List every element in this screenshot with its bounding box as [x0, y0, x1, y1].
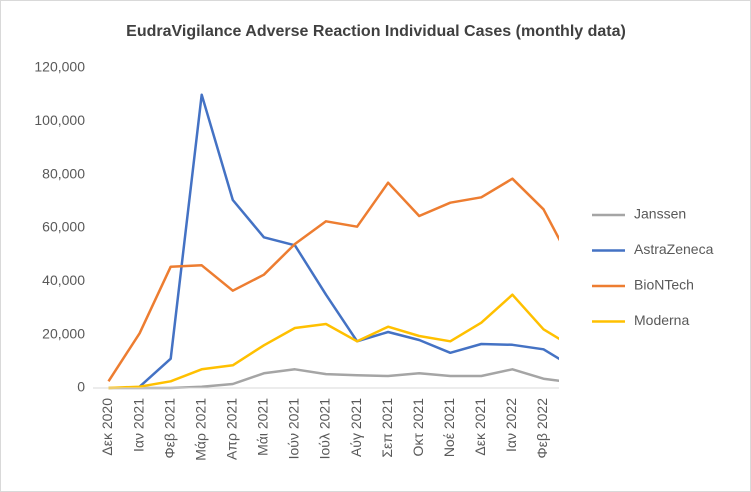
x-tick-label: Ιούλ 2021: [317, 398, 333, 460]
y-tick-label: 80,000: [42, 165, 85, 181]
x-tick-label: Οκτ 2021: [410, 398, 426, 457]
x-tick-label: Δεκ 2020: [99, 398, 115, 456]
x-tick-label: Ιαν 2022: [503, 398, 519, 452]
x-tick-label: Ιούν 2021: [286, 398, 302, 460]
x-tick-label: Νοέ 2021: [441, 398, 457, 457]
y-tick-label: 0: [77, 379, 85, 395]
x-tick-label: Δεκ 2021: [472, 398, 488, 456]
y-tick-label: 60,000: [42, 219, 85, 235]
y-tick-label: 20,000: [42, 325, 85, 341]
legend-label: Moderna: [634, 312, 689, 328]
x-tick-label: Απρ 2021: [224, 398, 240, 460]
x-tick-label: Μάι 2021: [255, 398, 271, 456]
x-tick-label: Σεπ 2021: [379, 398, 395, 458]
x-tick-label: Αύγ 2021: [348, 398, 364, 457]
y-tick-label: 100,000: [34, 112, 85, 128]
plot-area: [107, 93, 559, 390]
x-tick-label: Φεβ 2022: [534, 398, 550, 459]
x-tick-label: Μάρ 2021: [192, 398, 208, 461]
y-tick-label: 120,000: [34, 59, 85, 75]
legend-label: Janssen: [634, 206, 686, 222]
series-line: [107, 177, 559, 382]
chart-title: EudraVigilance Adverse Reaction Individu…: [126, 23, 626, 40]
x-tick-label: Φεβ 2021: [161, 398, 177, 459]
series-line: [108, 368, 559, 390]
x-tick-label: Ιαν 2021: [130, 398, 146, 452]
legend-label: BioNTech: [634, 277, 694, 293]
y-tick-label: 40,000: [42, 272, 85, 288]
series-line: [108, 293, 559, 390]
legend-label: AstraZeneca: [634, 241, 714, 257]
